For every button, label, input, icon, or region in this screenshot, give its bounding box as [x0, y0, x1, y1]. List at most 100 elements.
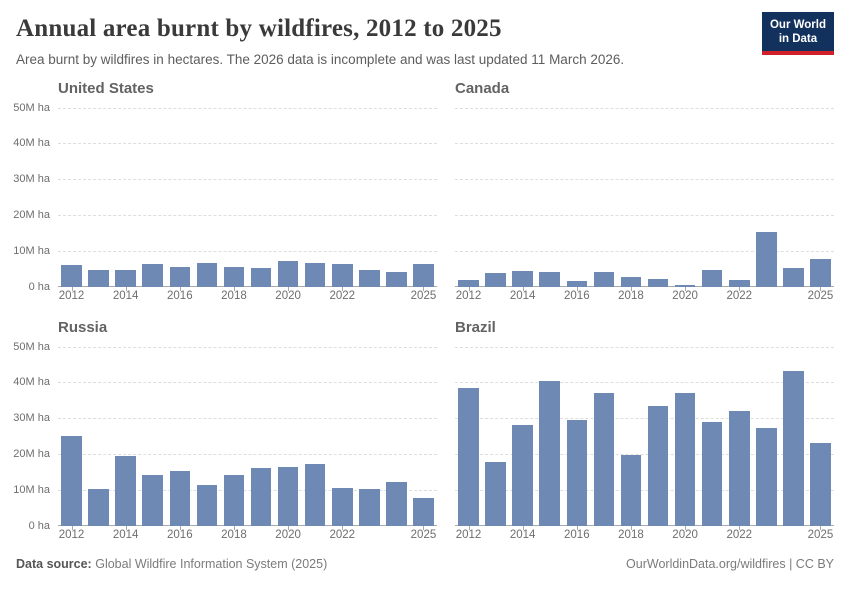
- y-tick-label: 50M ha: [13, 340, 50, 353]
- bar-2015[interactable]: [142, 263, 164, 287]
- bar-2013[interactable]: [88, 270, 109, 287]
- chart-area-brazil: [437, 346, 834, 526]
- y-tick-label: 40M ha: [13, 137, 50, 150]
- bar-2025[interactable]: [810, 258, 831, 287]
- x-tick-label: 2020: [275, 289, 301, 302]
- x-tick-label: 2025: [807, 289, 834, 302]
- y-axis-gutter: [437, 347, 455, 526]
- x-tick-label: 2018: [221, 528, 247, 541]
- x-tick-mark: [522, 286, 524, 291]
- gridline-10m: [58, 489, 437, 491]
- x-tick-mark: [739, 286, 741, 291]
- bar-2012[interactable]: [61, 436, 82, 526]
- bar-2017[interactable]: [196, 262, 218, 287]
- bar-2025[interactable]: [413, 497, 434, 526]
- x-tick-mark: [685, 286, 687, 291]
- bar-2018[interactable]: [620, 455, 642, 526]
- bar-2015[interactable]: [539, 380, 561, 526]
- bar-2015[interactable]: [539, 271, 561, 287]
- bar-2012[interactable]: [61, 265, 82, 287]
- gridline-20m: [58, 214, 437, 216]
- x-tick-label: 2014: [509, 528, 536, 541]
- bar-2017[interactable]: [593, 271, 615, 287]
- bar-2022[interactable]: [331, 487, 353, 526]
- gridline-40m: [455, 382, 834, 384]
- bar-2019[interactable]: [647, 405, 669, 526]
- x-axis-line: [58, 524, 437, 526]
- bar-2014[interactable]: [512, 270, 533, 287]
- x-tick-label: 2012: [455, 289, 482, 302]
- gridline-30m: [455, 179, 834, 181]
- x-tick-mark: [739, 525, 741, 530]
- x-tick-mark: [233, 525, 235, 530]
- bar-2022[interactable]: [728, 280, 750, 287]
- bar-2022[interactable]: [331, 263, 353, 287]
- bar-2020[interactable]: [277, 260, 299, 287]
- x-tick-mark: [630, 286, 632, 291]
- gridline-20m: [455, 214, 834, 216]
- bar-2023[interactable]: [756, 231, 777, 287]
- bar-2024[interactable]: [386, 271, 407, 287]
- x-axis-line: [455, 285, 834, 287]
- bar-2022[interactable]: [728, 410, 750, 526]
- bar-2019[interactable]: [250, 468, 272, 526]
- bar-2024[interactable]: [386, 481, 407, 526]
- chart-title-russia: Russia: [58, 318, 108, 336]
- bar-2012[interactable]: [458, 387, 479, 526]
- bar-2018[interactable]: [620, 276, 642, 287]
- bar-2025[interactable]: [413, 264, 434, 287]
- bar-2024[interactable]: [783, 268, 804, 287]
- gridline-20m: [455, 453, 834, 455]
- x-axis-labels: 2012 2014 2016 2018 2020 2022 2025: [58, 286, 437, 304]
- bar-2017[interactable]: [196, 485, 218, 526]
- bar-2013[interactable]: [485, 461, 506, 526]
- gridline-20m: [58, 453, 437, 455]
- x-axis-labels: 2012 2014 2016 2018 2020 2022 2025: [455, 525, 834, 543]
- bar-2021[interactable]: [304, 464, 326, 526]
- x-tick-label: 2022: [726, 528, 753, 541]
- bar-2023[interactable]: [756, 428, 777, 526]
- x-tick-label: 2020: [275, 528, 301, 541]
- bar-2025[interactable]: [810, 442, 831, 526]
- bar-2013[interactable]: [88, 488, 109, 526]
- owid-logo: Our World in Data: [761, 12, 834, 55]
- bar-2021[interactable]: [701, 270, 723, 287]
- bar-2014[interactable]: [115, 455, 136, 526]
- bar-2012[interactable]: [458, 279, 479, 287]
- x-tick-label: 2022: [329, 528, 356, 541]
- bar-2023[interactable]: [359, 488, 380, 526]
- bar-2024[interactable]: [783, 371, 804, 526]
- y-tick-label: 0 ha: [28, 519, 50, 532]
- bar-2019[interactable]: [647, 279, 669, 287]
- x-tick-mark: [342, 525, 344, 530]
- bar-2016[interactable]: [169, 266, 191, 287]
- bar-2016[interactable]: [169, 471, 191, 526]
- bar-2021[interactable]: [701, 422, 723, 526]
- y-tick-label: 0 ha: [28, 280, 50, 293]
- bar-2023[interactable]: [359, 270, 380, 287]
- bar-2018[interactable]: [223, 266, 245, 287]
- x-tick-mark: [423, 286, 425, 291]
- bar-2019[interactable]: [250, 268, 272, 287]
- bar-2016[interactable]: [566, 281, 588, 287]
- bar-2017[interactable]: [593, 392, 615, 526]
- bar-2021[interactable]: [304, 262, 326, 287]
- gridline-50m: [58, 346, 437, 348]
- x-tick-label: 2014: [509, 289, 536, 302]
- bar-2020[interactable]: [277, 467, 299, 526]
- x-tick-mark: [342, 286, 344, 291]
- x-tick-mark: [288, 525, 290, 530]
- x-tick-label: 2016: [167, 528, 193, 541]
- plot-area: [455, 107, 834, 287]
- bar-2016[interactable]: [566, 419, 588, 526]
- bar-2015[interactable]: [142, 475, 164, 526]
- bar-2020[interactable]: [674, 393, 696, 526]
- bar-2020[interactable]: [674, 284, 696, 287]
- bar-2013[interactable]: [485, 273, 506, 287]
- y-tick-label: 30M ha: [13, 412, 50, 425]
- bar-2014[interactable]: [512, 424, 533, 526]
- attribution-link[interactable]: OurWorldinData.org/wildfires | CC BY: [626, 556, 834, 571]
- bar-2018[interactable]: [223, 475, 245, 526]
- bar-2014[interactable]: [115, 269, 136, 287]
- gridline-30m: [58, 418, 437, 420]
